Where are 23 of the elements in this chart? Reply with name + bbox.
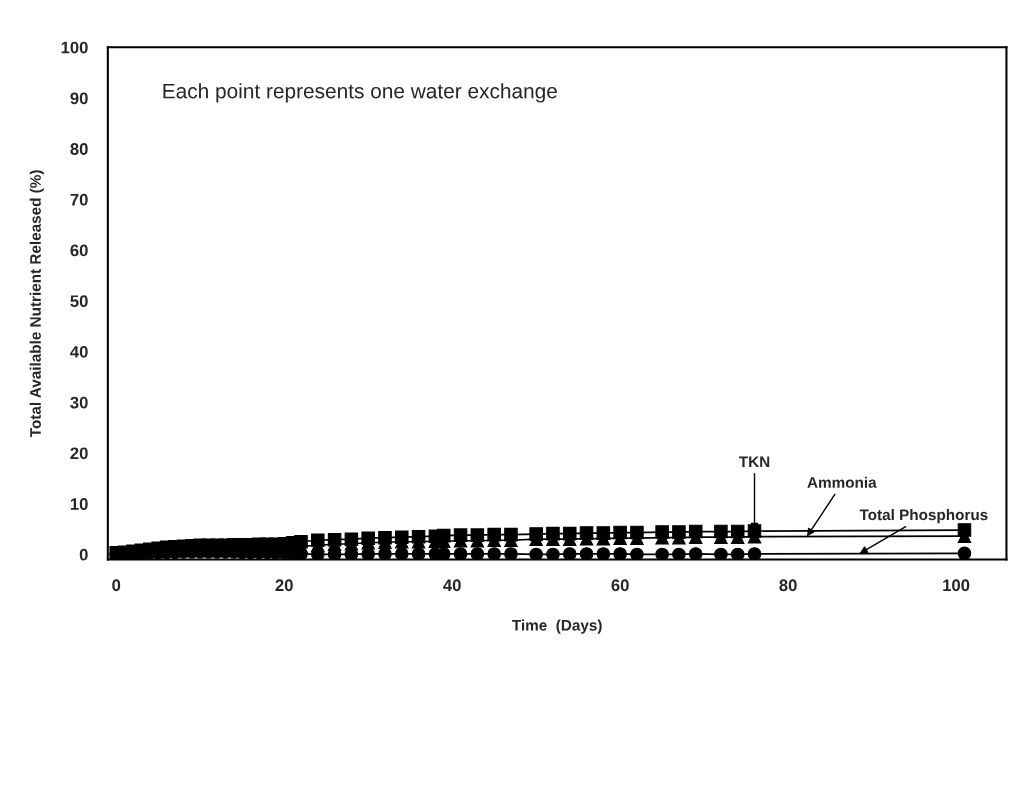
x-tick-label: 80 bbox=[779, 579, 797, 592]
text: TKN bbox=[738, 456, 770, 468]
x-axis-title: Time (Days) bbox=[512, 619, 602, 634]
y-tick-label: 10 bbox=[70, 498, 88, 510]
y-tick-label: 90 bbox=[70, 92, 88, 105]
y-tick-label: 70 bbox=[70, 193, 88, 206]
series-label: Total Phosphorus bbox=[859, 508, 988, 524]
x-tick-label: 0 bbox=[112, 579, 121, 592]
y-tick-label: 0 bbox=[79, 548, 88, 561]
y-tick-label: 80 bbox=[70, 143, 88, 155]
x-tick-label: 40 bbox=[443, 579, 461, 592]
x-tick-label: 60 bbox=[611, 579, 629, 592]
y-tick-label: 20 bbox=[70, 447, 88, 460]
x-tick-label: 20 bbox=[275, 579, 293, 592]
y-axis-title: Total Available Nutrient Released (%) bbox=[29, 170, 44, 438]
annotation: Each point represents one water exchange bbox=[163, 83, 557, 103]
y-tick-label: 50 bbox=[70, 295, 88, 308]
y-tick-label: 100 bbox=[61, 41, 88, 54]
text: Ammonia bbox=[807, 476, 877, 488]
y-tick-label: 40 bbox=[70, 345, 88, 358]
x-tick-label: 100 bbox=[943, 579, 970, 592]
y-tick-label: 60 bbox=[70, 244, 88, 257]
y-tick-label: 30 bbox=[70, 396, 88, 409]
